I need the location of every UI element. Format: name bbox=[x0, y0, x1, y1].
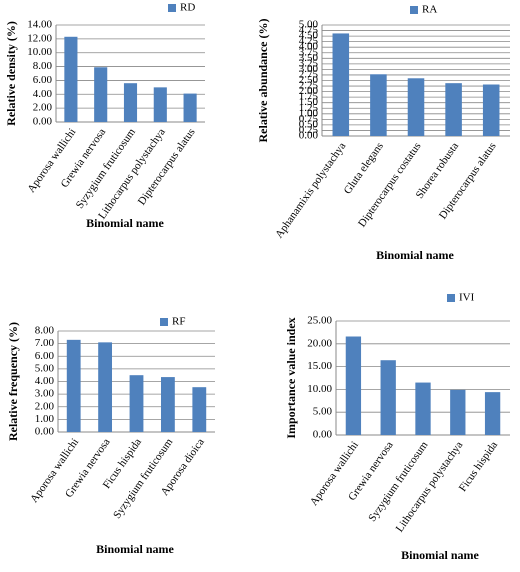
y-tick-label: 0.00 bbox=[35, 426, 55, 438]
legend-label: RA bbox=[422, 4, 437, 16]
y-tick-label: 6.00 bbox=[35, 350, 55, 362]
bar bbox=[123, 83, 138, 122]
y-tick-label: 3.75 bbox=[299, 46, 319, 58]
y-tick-label: 6.00 bbox=[33, 74, 53, 86]
bar bbox=[153, 87, 167, 122]
y-tick-label: 4.75 bbox=[299, 24, 319, 36]
legend-swatch bbox=[168, 4, 176, 12]
legend-label: RD bbox=[180, 2, 195, 14]
y-tick-label: 1.25 bbox=[299, 102, 319, 114]
y-tick-label: 4.00 bbox=[299, 41, 319, 53]
bar bbox=[345, 336, 362, 435]
y-tick-label: 3.50 bbox=[299, 52, 319, 64]
y-tick-label: 0.25 bbox=[299, 124, 319, 136]
y-tick-label: 2.00 bbox=[35, 400, 55, 412]
y-tick-label: 3.00 bbox=[35, 388, 55, 400]
y-tick-label: 2.25 bbox=[299, 80, 319, 92]
bar bbox=[98, 342, 113, 432]
y-tick-label: 25.00 bbox=[307, 315, 332, 327]
y-tick-label: 7.00 bbox=[35, 337, 55, 349]
x-tick-label: Dipterocarpus alatus bbox=[136, 126, 198, 207]
y-tick-label: 0.75 bbox=[299, 113, 319, 125]
bar bbox=[415, 382, 431, 435]
y-tick-label: 15.00 bbox=[307, 360, 332, 372]
x-axis-title: Binomial name bbox=[376, 248, 454, 262]
legend-label: RF bbox=[172, 316, 185, 328]
y-tick-label: 0.00 bbox=[313, 429, 333, 441]
bar bbox=[445, 83, 462, 136]
y-tick-label: 20.00 bbox=[307, 337, 332, 349]
bar bbox=[332, 33, 350, 136]
bar bbox=[192, 387, 207, 432]
x-tick-label: Lithocarpus polystachya bbox=[394, 439, 466, 534]
y-tick-label: 5.00 bbox=[35, 362, 55, 374]
bar bbox=[94, 67, 108, 122]
y-tick-label: 8.00 bbox=[35, 325, 55, 337]
bar bbox=[160, 377, 175, 432]
x-tick-label: Syzygium fruticosum bbox=[111, 436, 176, 521]
bar bbox=[129, 375, 144, 432]
bar bbox=[66, 339, 81, 432]
bar bbox=[482, 84, 500, 136]
y-tick-label: 1.50 bbox=[299, 96, 319, 108]
bar bbox=[370, 74, 387, 136]
y-tick-label: 3.25 bbox=[299, 57, 319, 69]
y-tick-label: 1.00 bbox=[299, 107, 319, 119]
bar bbox=[450, 389, 466, 435]
legend-swatch bbox=[447, 294, 455, 302]
y-tick-label: 4.00 bbox=[35, 375, 55, 387]
y-tick-label: 4.25 bbox=[299, 35, 319, 47]
x-axis-title: Binomial name bbox=[401, 548, 479, 562]
y-tick-label: 2.75 bbox=[299, 68, 319, 80]
x-tick-label: Aphanamixis polystachya bbox=[273, 140, 348, 240]
legend-label: IVI bbox=[459, 292, 475, 304]
y-axis-title: Relative abundance (%) bbox=[256, 19, 270, 143]
y-axis-title: Importance value index bbox=[284, 317, 298, 438]
y-tick-label: 2.50 bbox=[299, 74, 319, 86]
bar bbox=[64, 36, 78, 122]
y-tick-label: 3.00 bbox=[299, 63, 319, 75]
y-tick-label: 4.00 bbox=[33, 88, 53, 100]
legend-swatch bbox=[410, 6, 418, 14]
y-tick-label: 10.00 bbox=[307, 383, 332, 395]
y-tick-label: 0.50 bbox=[299, 118, 319, 130]
x-tick-label: Syzygium fruticosum bbox=[366, 439, 431, 524]
x-axis-title: Binomial name bbox=[96, 542, 174, 556]
y-tick-label: 2.00 bbox=[33, 102, 53, 114]
bar bbox=[380, 360, 396, 435]
y-tick-label: 14.00 bbox=[27, 19, 52, 31]
y-tick-label: 12.00 bbox=[27, 32, 52, 44]
y-tick-label: 1.00 bbox=[35, 413, 55, 425]
y-tick-label: 0.00 bbox=[299, 130, 319, 142]
bar bbox=[407, 78, 425, 136]
x-axis-title: Binomial name bbox=[86, 216, 164, 230]
y-tick-label: 5.00 bbox=[299, 19, 319, 31]
y-axis-title: Relative frequency (%) bbox=[6, 322, 20, 441]
bar bbox=[484, 392, 501, 435]
y-tick-label: 0.00 bbox=[33, 116, 53, 128]
y-tick-label: 4.50 bbox=[299, 30, 319, 42]
y-tick-label: 8.00 bbox=[33, 60, 53, 72]
legend-swatch bbox=[160, 318, 168, 326]
y-tick-label: 5.00 bbox=[313, 406, 333, 418]
y-tick-label: 10.00 bbox=[27, 46, 52, 58]
y-tick-label: 1.75 bbox=[299, 91, 319, 103]
y-axis-title: Relative density (%) bbox=[4, 21, 18, 126]
y-tick-label: 2.00 bbox=[299, 85, 319, 97]
bar bbox=[183, 93, 197, 122]
